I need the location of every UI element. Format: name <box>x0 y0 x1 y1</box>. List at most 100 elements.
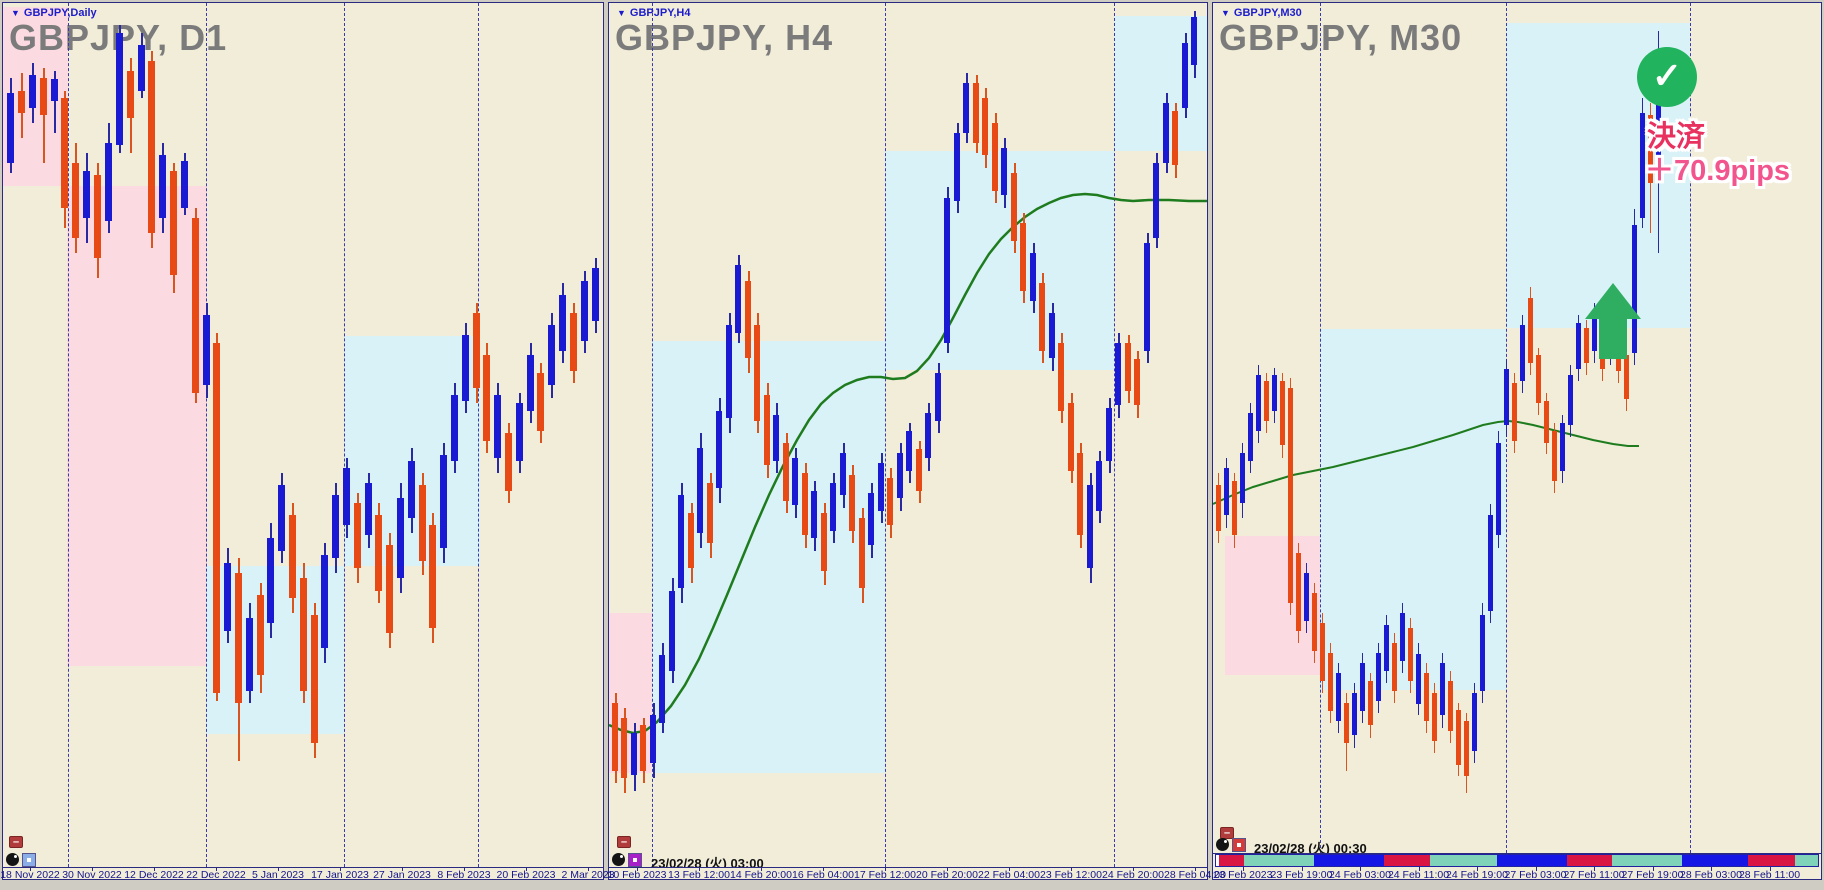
candle-body-bull <box>1488 515 1493 611</box>
candle-body-bull <box>440 455 447 548</box>
candle-body-bull <box>830 483 836 531</box>
axis-tick <box>1418 867 1420 871</box>
candle-body-bear <box>1058 343 1064 411</box>
axis-label: 28 Feb 11:00 <box>1738 869 1801 881</box>
candle-body-bull <box>1520 325 1525 381</box>
collapse-button[interactable]: – <box>617 836 631 848</box>
expert-advisor-icon[interactable] <box>6 853 19 866</box>
candle-body-bull <box>1115 343 1121 405</box>
candle-body-bull <box>726 325 732 418</box>
candle-body-bull <box>1376 653 1381 701</box>
candle-body-bull <box>1191 17 1197 65</box>
candle-body-bull <box>811 491 817 538</box>
candle-body-bull <box>494 395 501 458</box>
symbol-label-m30[interactable]: ▼ GBPJPY,M30 <box>1221 7 1302 19</box>
symbol-label-d1[interactable]: ▼ GBPJPY,Daily <box>11 7 97 19</box>
axis-label: 27 Feb 19:00 <box>1621 869 1684 881</box>
candle-body-bear <box>537 373 544 431</box>
expert-advisor-icon[interactable] <box>612 853 625 866</box>
axis-tick <box>1652 867 1654 871</box>
session-segment-blue <box>1497 855 1567 866</box>
candle-body-bull <box>897 453 903 498</box>
candle-body-bull <box>1087 485 1093 568</box>
candle-body-bull <box>1144 243 1150 351</box>
axis-tick <box>588 867 589 871</box>
candle-body-bear <box>1448 681 1453 731</box>
candle-body-bull <box>1182 43 1188 108</box>
axis-label: 22 Feb 04:00 <box>978 869 1040 881</box>
symbol-label-h4[interactable]: ▼ GBPJPY,H4 <box>617 7 690 19</box>
candle-body-bull <box>697 448 703 533</box>
candle-body-bear <box>505 433 512 491</box>
candle-body-bull <box>7 93 14 163</box>
chart-plot-m30[interactable]: ▼ GBPJPY,M30 GBPJPY, M30 ✓ 決済 ＋70.9pips … <box>1213 3 1821 854</box>
candle-body-bear <box>1328 653 1333 711</box>
watermark-title-m30: GBPJPY, M30 <box>1219 17 1463 58</box>
period-separator <box>1320 3 1321 853</box>
axis-tick <box>154 867 155 871</box>
axis-label: 10 Feb 2023 <box>607 869 667 881</box>
candle-body-bear <box>1344 703 1349 743</box>
axis-label: 5 Jan 2023 <box>252 869 304 881</box>
candle-body-bull <box>343 468 350 525</box>
axis-label: 28 Feb 03:00 <box>1680 869 1742 881</box>
candle-body-bear <box>1392 643 1397 691</box>
candle-body-bear <box>289 515 296 598</box>
candle-body-bull <box>1480 615 1485 691</box>
candle-body-bear <box>745 281 751 358</box>
candle-body-bull <box>944 198 950 343</box>
candle-body-bull <box>1568 375 1573 425</box>
candle-body-bear <box>213 343 220 693</box>
range-zone-cyan <box>885 151 1114 370</box>
candle-body-bull <box>1248 413 1253 461</box>
candle-body-bull <box>659 655 665 723</box>
collapse-button[interactable]: – <box>9 836 23 848</box>
candle-body-bull <box>1560 423 1565 471</box>
period-separator <box>1690 3 1691 853</box>
range-zone-cyan <box>1320 329 1506 690</box>
chart-plot-d1[interactable]: ▼ GBPJPY,Daily GBPJPY, D1 – <box>3 3 603 868</box>
candle-body-bear <box>1544 401 1549 443</box>
candle-body-bull <box>925 413 931 458</box>
dropdown-arrow-icon[interactable]: ▼ <box>617 7 626 18</box>
candle-body-bull <box>1352 693 1357 735</box>
candle-body-bull <box>278 485 285 551</box>
candle-body-bear <box>1011 173 1017 241</box>
candle-body-bull <box>203 315 210 385</box>
candle-body-bear <box>1172 111 1178 165</box>
axis-label: 28 Feb 04:00 <box>1164 869 1226 881</box>
candle-body-bull <box>408 461 415 518</box>
chart-plot-h4[interactable]: ▼ GBPJPY,H4 GBPJPY, H4 – 23/02/28 (火) 03… <box>609 3 1207 868</box>
axis-label: 23 Feb 2023 <box>1213 869 1273 881</box>
period-separator <box>652 3 653 867</box>
candle-body-bull <box>1224 468 1229 515</box>
candle-body-bull <box>1030 253 1036 301</box>
dropdown-arrow-icon[interactable]: ▼ <box>1221 7 1230 18</box>
session-segment-red <box>1384 855 1430 866</box>
collapse-button[interactable]: – <box>1220 827 1234 839</box>
bar-timestamp: 23/02/28 (火) 03:00 <box>651 856 764 868</box>
candle-body-bull <box>1153 163 1159 238</box>
indicator-square-icon[interactable] <box>22 853 36 867</box>
candle-body-bear <box>1368 681 1373 725</box>
candle-body-bear <box>783 443 789 501</box>
indicator-square-icon[interactable] <box>628 853 642 867</box>
candle-body-bull <box>581 281 588 341</box>
axis-tick <box>1195 867 1196 871</box>
candle-body-bear <box>982 98 988 155</box>
candle-body-bull <box>365 483 372 535</box>
candle-body-bull <box>181 161 188 208</box>
axis-tick <box>1769 867 1771 871</box>
axis-label: 27 Feb 11:00 <box>1563 869 1625 881</box>
dropdown-arrow-icon[interactable]: ▼ <box>11 7 20 18</box>
indicator-square-icon[interactable] <box>1232 838 1246 852</box>
axis-tick <box>402 867 403 871</box>
axis-tick <box>526 867 527 871</box>
candle-body-bull <box>735 265 741 333</box>
candle-body-bull <box>1001 148 1007 195</box>
expert-advisor-icon[interactable] <box>1216 838 1229 851</box>
candle-body-bear <box>992 123 998 191</box>
axis-label: 27 Jan 2023 <box>373 869 431 881</box>
candle-body-bull <box>868 493 874 545</box>
axis-tick <box>216 867 217 871</box>
